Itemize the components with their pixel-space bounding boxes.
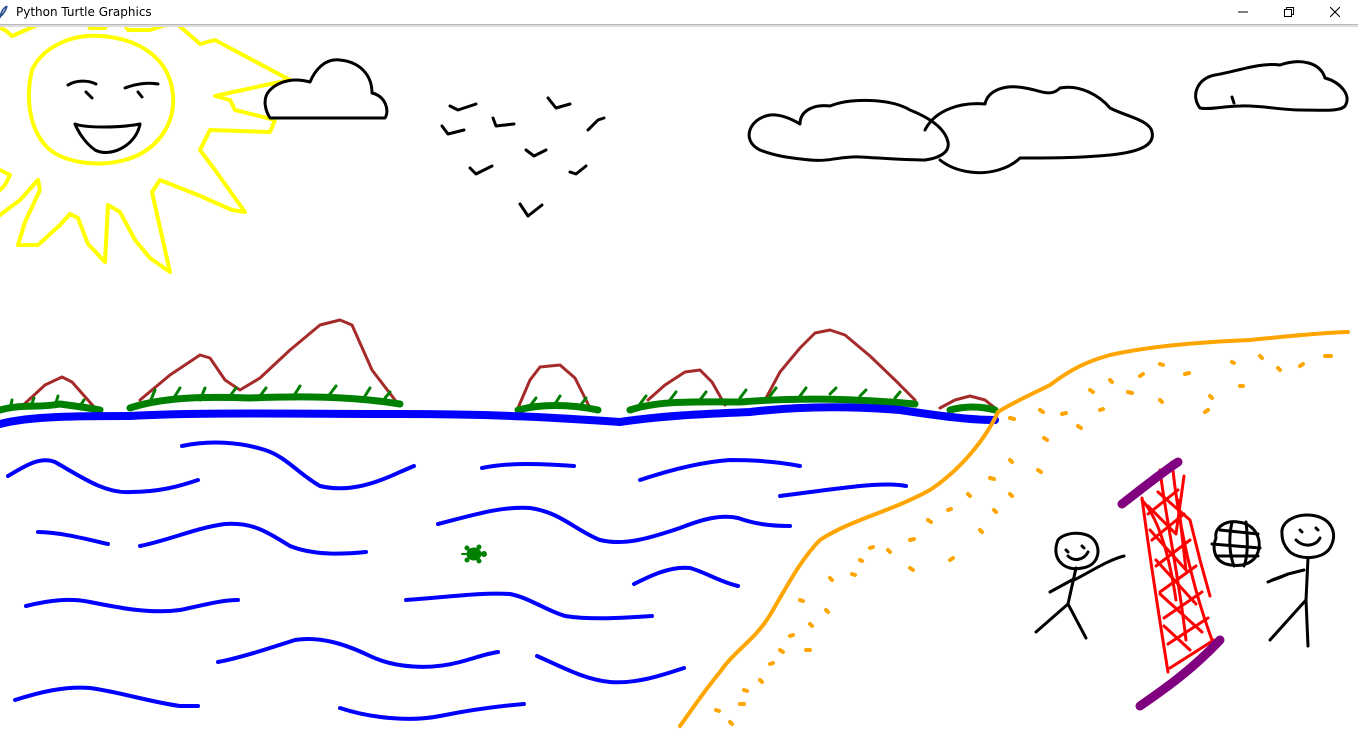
grass-tufts (8, 384, 902, 412)
mountains (18, 318, 997, 410)
feather-icon (0, 4, 12, 20)
minimize-icon (1238, 7, 1248, 17)
net-poles (1117, 457, 1225, 711)
title-bar[interactable]: Python Turtle Graphics (0, 0, 1358, 24)
turtle-canvas[interactable] (0, 27, 1358, 730)
minimize-button[interactable] (1220, 0, 1266, 24)
grass (0, 393, 999, 414)
shoreline (0, 403, 999, 428)
volleyball (1210, 520, 1262, 568)
title-separator (0, 24, 1358, 28)
beach-edge (678, 330, 1350, 728)
cloud-right (1194, 60, 1349, 112)
waves (6, 440, 908, 721)
sun (0, 27, 292, 274)
volleyball-net (1140, 460, 1216, 674)
player-left (1034, 531, 1126, 640)
sea-turtle (461, 544, 487, 564)
player-right (1266, 513, 1335, 648)
restore-icon (1284, 7, 1294, 17)
window-title: Python Turtle Graphics (16, 5, 152, 19)
cloud-small (263, 58, 389, 120)
window-controls (1220, 0, 1358, 24)
birds (440, 96, 606, 218)
restore-button[interactable] (1266, 0, 1312, 24)
cloud-middle (747, 85, 1154, 175)
sun-face (66, 79, 160, 154)
close-button[interactable] (1312, 0, 1358, 24)
sand-dots (714, 354, 1333, 726)
close-icon (1330, 7, 1340, 17)
